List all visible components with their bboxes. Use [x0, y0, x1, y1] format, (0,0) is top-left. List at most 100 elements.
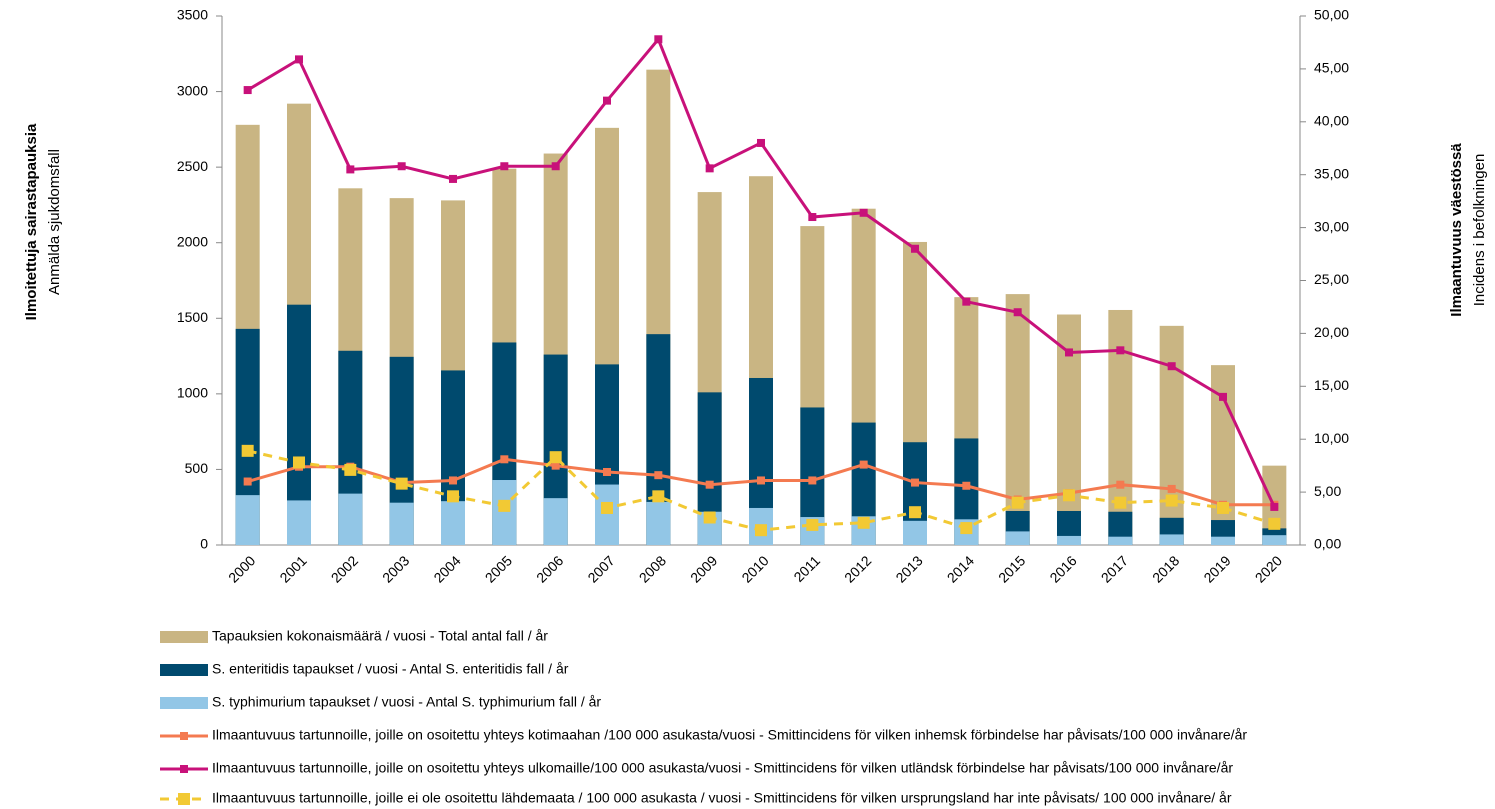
- legend-label: S. enteritidis tapaukset / vuosi - Antal…: [212, 661, 569, 677]
- bar: [235, 495, 260, 545]
- legend-label: Ilmaantuvuus tartunnoille, joille on oso…: [212, 727, 1247, 743]
- marker: [757, 476, 765, 485]
- legend-label: Ilmaantuvuus tartunnoille, joille ei ole…: [212, 790, 1232, 806]
- legend-label: Ilmaantuvuus tartunnoille, joille on oso…: [212, 760, 1233, 776]
- y-axis-title: Ilmoitettuja sairastapauksia: [23, 123, 40, 320]
- marker: [449, 476, 457, 485]
- bar: [1159, 325, 1184, 545]
- marker: [344, 463, 357, 476]
- y-tick-label: 2000: [177, 233, 208, 249]
- marker: [806, 518, 819, 531]
- x-tick-label: 2009: [687, 552, 720, 585]
- x-tick-label: 2013: [892, 552, 925, 585]
- x-tick-label: 2014: [944, 552, 977, 585]
- marker: [652, 490, 665, 503]
- marker: [447, 490, 459, 503]
- bar: [1159, 534, 1184, 545]
- marker: [1063, 489, 1075, 502]
- bar: [1057, 535, 1081, 545]
- y-tick-label: 3000: [177, 82, 208, 98]
- y2-tick-label: 25,00: [1314, 271, 1349, 287]
- marker: [808, 476, 817, 485]
- legend-swatch: [160, 631, 208, 643]
- x-tick-label: 2001: [276, 552, 309, 585]
- legend-label: S. typhimurium tapaukset / vuosi - Antal…: [212, 694, 601, 710]
- marker: [549, 451, 562, 464]
- y2-tick-label: 45,00: [1314, 60, 1349, 76]
- marker: [500, 455, 509, 464]
- y2-tick-label: 20,00: [1314, 324, 1349, 340]
- x-tick-label: 2000: [225, 552, 258, 585]
- x-tick-label: 2011: [790, 552, 823, 585]
- x-tick-label: 2019: [1200, 552, 1233, 585]
- marker: [654, 35, 663, 44]
- bar: [1108, 309, 1133, 545]
- legend-swatch: [160, 664, 208, 676]
- bar: [441, 501, 465, 545]
- marker: [1217, 501, 1229, 514]
- bar: [543, 498, 568, 545]
- x-tick-label: 2008: [636, 552, 669, 585]
- bar: [389, 502, 414, 545]
- bar: [492, 480, 517, 545]
- marker: [755, 524, 767, 537]
- marker: [911, 244, 919, 253]
- y2-tick-label: 15,00: [1314, 377, 1349, 393]
- marker: [498, 499, 511, 512]
- legend-marker: [178, 793, 190, 805]
- marker: [295, 55, 303, 64]
- y-tick-label: 2500: [177, 158, 208, 174]
- marker: [960, 522, 973, 535]
- marker: [654, 471, 663, 480]
- bar: [903, 520, 927, 545]
- y2-axis-subtitle: Incidens i befolkningen: [1471, 154, 1488, 307]
- marker: [962, 297, 971, 306]
- marker: [551, 461, 560, 470]
- y-tick-label: 0: [200, 536, 208, 552]
- y-axis-subtitle: Anmälda sjukdomsfall: [46, 149, 63, 295]
- marker: [911, 478, 919, 487]
- marker: [1268, 517, 1281, 530]
- y2-tick-label: 40,00: [1314, 113, 1349, 129]
- x-tick-label: 2005: [482, 552, 515, 585]
- y2-tick-label: 50,00: [1314, 7, 1349, 23]
- bar: [287, 500, 311, 545]
- marker: [1116, 346, 1125, 355]
- marker: [808, 213, 817, 222]
- y2-tick-label: 10,00: [1314, 430, 1349, 446]
- x-tick-label: 2006: [533, 552, 566, 585]
- x-tick-label: 2017: [1098, 552, 1131, 585]
- marker: [243, 86, 252, 95]
- marker: [703, 511, 716, 524]
- y2-tick-label: 35,00: [1314, 165, 1349, 181]
- marker: [962, 481, 971, 490]
- marker: [705, 480, 714, 489]
- marker: [601, 501, 613, 514]
- marker: [395, 477, 408, 490]
- x-tick-label: 2020: [1252, 552, 1285, 585]
- marker: [705, 164, 714, 173]
- y-tick-label: 3500: [177, 7, 208, 23]
- marker: [1011, 496, 1024, 509]
- x-tick-label: 2018: [1149, 552, 1182, 585]
- y2-tick-label: 5,00: [1314, 483, 1341, 499]
- y-tick-label: 1000: [177, 385, 208, 401]
- marker: [603, 96, 611, 105]
- bar: [595, 484, 619, 545]
- x-tick-label: 2010: [738, 552, 771, 585]
- legend-swatch: [160, 697, 208, 709]
- marker: [757, 138, 765, 147]
- y2-axis-title: Ilmaantuvuus väestössä: [1448, 143, 1465, 317]
- y-tick-label: 1500: [177, 309, 208, 325]
- marker: [243, 477, 252, 486]
- marker: [1165, 494, 1178, 507]
- x-tick-label: 2007: [584, 552, 617, 585]
- marker: [859, 460, 868, 469]
- y2-tick-label: 0,00: [1314, 536, 1341, 552]
- bar: [1005, 531, 1030, 545]
- x-tick-label: 2002: [328, 552, 361, 585]
- marker: [1219, 392, 1227, 401]
- x-tick-label: 2003: [379, 552, 412, 585]
- legend-marker: [180, 765, 188, 773]
